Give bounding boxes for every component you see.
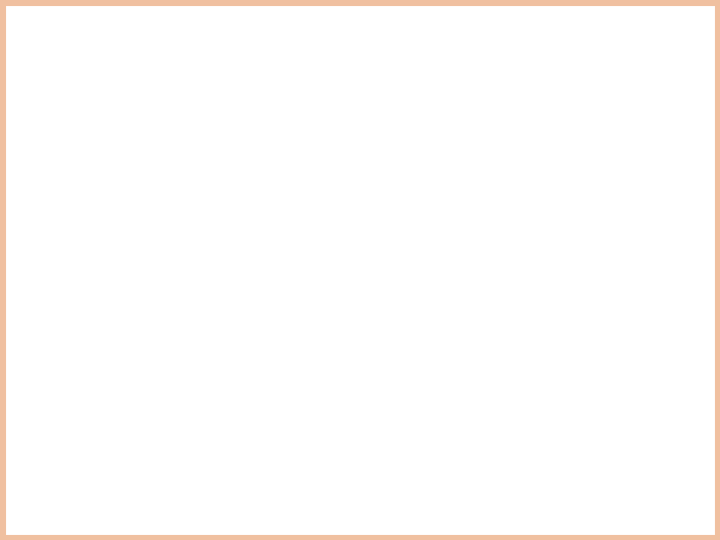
Text: o: o: [121, 314, 128, 327]
Text: $I_{E}$: $I_{E}$: [494, 402, 508, 423]
Text: o: o: [121, 292, 128, 305]
Text: Apply KVL, VIN=VBE+IERE: Apply KVL, VIN=VBE+IERE: [138, 268, 323, 282]
Text: RIN(base) = βDCRE: RIN(base) = βDCRE: [166, 402, 316, 416]
Text: o: o: [121, 225, 128, 238]
Text: $-$: $-$: [552, 375, 565, 393]
Text: IIN is the current into base.: IIN is the current into base.: [138, 204, 343, 218]
Text: $V_{BE}$: $V_{BE}$: [518, 376, 542, 392]
Text: RIN(base) = VIN / IIN: RIN(base) = VIN / IIN: [166, 246, 328, 260]
Text: VIN≈ βDCIBRE: VIN≈ βDCIBRE: [166, 335, 266, 349]
Text: o: o: [121, 268, 128, 281]
Text: $\beta_{DC}$: $\beta_{DC}$: [582, 336, 609, 355]
Text: Since IE≈IC=βDCIB,: Since IE≈IC=βDCIB,: [138, 314, 276, 328]
Text: VIN is between base and ground and: VIN is between base and ground and: [138, 183, 393, 197]
Text: $+V_{CC}$: $+V_{CC}$: [548, 187, 585, 203]
Text: $I_{IN}$: $I_{IN}$: [441, 321, 459, 341]
Text: +: +: [510, 361, 521, 374]
Text: IIN=IB, so: IIN=IB, so: [138, 358, 205, 372]
Text: $R_C$: $R_C$: [560, 254, 580, 273]
Text: $R_E$: $R_E$: [560, 411, 580, 430]
Text: o: o: [121, 183, 128, 197]
Text: By Ohm’s Law,: By Ohm’s Law,: [138, 225, 240, 239]
Text: 09/11/2020: 09/11/2020: [634, 266, 644, 321]
Text: RIN(base)= βDCIBRE / IB: RIN(base)= βDCIBRE / IB: [166, 379, 338, 393]
Text: INPUT RESISTANCE AT TRANSISTOR: INPUT RESISTANCE AT TRANSISTOR: [124, 94, 675, 122]
Text: 16: 16: [611, 457, 630, 471]
Text: o: o: [121, 358, 128, 371]
Text: $-$: $-$: [404, 397, 419, 415]
Circle shape: [598, 447, 642, 481]
Text: Assume VBE<<IERE, so VIN≈IERE: Assume VBE<<IERE, so VIN≈IERE: [138, 292, 374, 306]
Text: $V_{IN}$: $V_{IN}$: [394, 362, 418, 382]
Text: +: +: [405, 332, 418, 346]
Text: BASE: BASE: [124, 140, 205, 167]
